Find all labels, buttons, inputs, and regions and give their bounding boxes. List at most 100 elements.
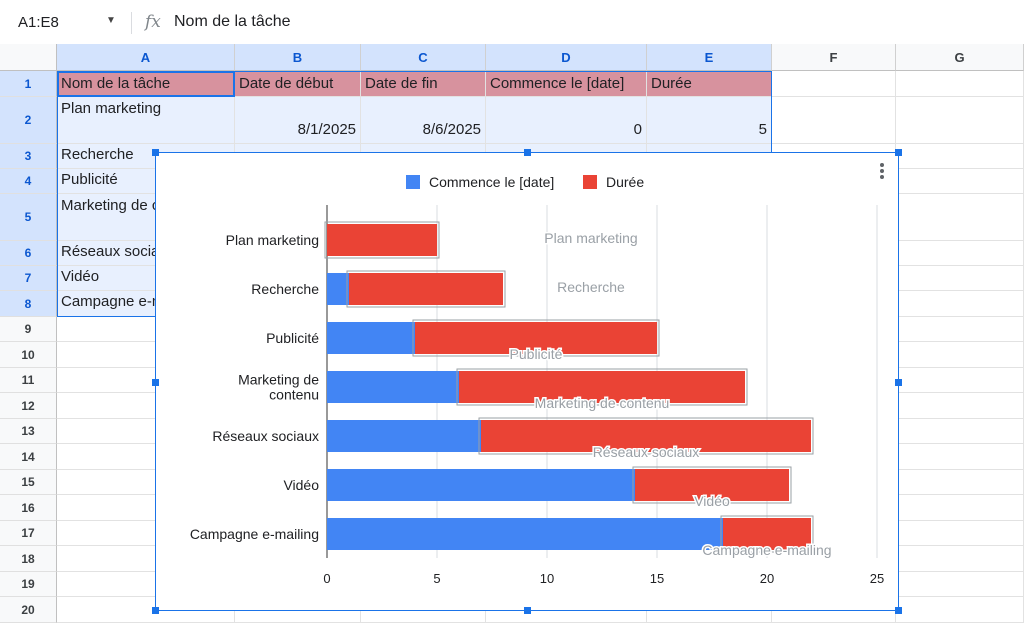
bar-start xyxy=(327,371,459,403)
row-header-11[interactable]: 11 xyxy=(0,368,57,393)
resize-handle[interactable] xyxy=(524,149,531,156)
row-header-5[interactable]: 5 xyxy=(0,194,57,241)
gantt-chart[interactable]: 0 5 10 15 20 25 Commence le [date] Durée Plan ma… xyxy=(152,149,902,614)
category-label: contenu xyxy=(269,387,319,403)
cell-g12[interactable] xyxy=(896,393,1024,419)
x-tick-label: 15 xyxy=(650,571,664,586)
cell-g20[interactable] xyxy=(896,597,1024,623)
data-label-halo: Recherche xyxy=(557,279,625,295)
row-header-20[interactable]: 20 xyxy=(0,597,57,623)
cell-value: Publicité xyxy=(61,171,118,188)
chart-canvas: 0 5 10 15 20 25 Commence le [date] Durée Plan ma… xyxy=(190,174,884,586)
cell-g14[interactable] xyxy=(896,444,1024,470)
column-header-g[interactable]: G xyxy=(896,44,1024,71)
cell-g16[interactable] xyxy=(896,495,1024,521)
cell-g2[interactable] xyxy=(896,97,1024,144)
cell-g6[interactable] xyxy=(896,241,1024,266)
cell-e2[interactable]: 5 xyxy=(647,97,772,144)
resize-handle[interactable] xyxy=(152,149,159,156)
data-label-halo: Marketing de contenu xyxy=(535,395,670,411)
select-all-corner[interactable] xyxy=(0,44,57,71)
cell-f2[interactable] xyxy=(772,97,896,144)
cell-g7[interactable] xyxy=(896,266,1024,291)
cell-g9[interactable] xyxy=(896,317,1024,342)
cell-g11[interactable] xyxy=(896,368,1024,393)
cell-g18[interactable] xyxy=(896,546,1024,572)
fx-icon: fx xyxy=(145,12,161,32)
bar-outline xyxy=(324,221,440,259)
resize-handle[interactable] xyxy=(524,607,531,614)
row-header-2[interactable]: 2 xyxy=(0,97,57,144)
column-header-c[interactable]: C xyxy=(361,44,486,71)
name-box-value: A1:E8 xyxy=(18,14,59,31)
row-header-8[interactable]: 8 xyxy=(0,291,57,317)
cell-d1[interactable]: Commence le [date] xyxy=(486,71,647,97)
cell-d2[interactable]: 0 xyxy=(486,97,647,144)
row-header-17[interactable]: 17 xyxy=(0,521,57,546)
row-header-14[interactable]: 14 xyxy=(0,444,57,470)
resize-handle[interactable] xyxy=(152,379,159,386)
row-header-12[interactable]: 12 xyxy=(0,393,57,419)
bar-outline xyxy=(632,466,792,504)
cell-value: Réseaux sociaux xyxy=(61,243,176,260)
formula-bar: A1:E8 ▼ fx Nom de la tâche xyxy=(0,0,1024,45)
cell-g13[interactable] xyxy=(896,419,1024,444)
cell-g1[interactable] xyxy=(896,71,1024,97)
data-label-halo: Réseaux sociaux xyxy=(593,444,700,460)
row-header-4[interactable]: 4 xyxy=(0,169,57,194)
category-label: Réseaux sociaux xyxy=(212,428,319,444)
cell-b2[interactable]: 8/1/2025 xyxy=(235,97,361,144)
resize-handle[interactable] xyxy=(895,379,902,386)
cell-a2[interactable]: Plan marketing xyxy=(57,97,235,144)
cell-c2[interactable]: 8/6/2025 xyxy=(361,97,486,144)
row-header-19[interactable]: 19 xyxy=(0,572,57,597)
data-label-halo: Publicité xyxy=(510,346,563,362)
row-header-3[interactable]: 3 xyxy=(0,144,57,169)
column-title: Date de début xyxy=(239,75,334,92)
column-header-e[interactable]: E xyxy=(647,44,772,71)
row-header-1[interactable]: 1 xyxy=(0,71,57,97)
resize-handle[interactable] xyxy=(895,149,902,156)
row-header-6[interactable]: 6 xyxy=(0,241,57,266)
cell-value: Plan marketing xyxy=(61,100,162,117)
category-label: Vidéo xyxy=(283,477,319,493)
cell-g19[interactable] xyxy=(896,572,1024,597)
cell-g8[interactable] xyxy=(896,291,1024,317)
row-header-13[interactable]: 13 xyxy=(0,419,57,444)
row-header-15[interactable]: 15 xyxy=(0,470,57,495)
formula-input[interactable]: Nom de la tâche xyxy=(174,13,291,30)
cell-e1[interactable]: Durée xyxy=(647,71,772,97)
cell-f1[interactable] xyxy=(772,71,896,97)
cell-value: 0 xyxy=(633,121,642,138)
cell-g3[interactable] xyxy=(896,144,1024,169)
cell-a1[interactable]: Nom de la tâche xyxy=(57,71,235,97)
bar-outline xyxy=(478,417,814,455)
legend-swatch-start xyxy=(406,175,420,189)
cell-g5[interactable] xyxy=(896,194,1024,241)
bar-outline xyxy=(346,270,506,308)
column-header-b[interactable]: B xyxy=(235,44,361,71)
category-label: Plan marketing xyxy=(226,232,319,248)
more-vert-icon[interactable] xyxy=(877,161,887,183)
cell-g10[interactable] xyxy=(896,342,1024,368)
bar-duration xyxy=(723,518,811,550)
resize-handle[interactable] xyxy=(895,607,902,614)
cell-g15[interactable] xyxy=(896,470,1024,495)
row-header-18[interactable]: 18 xyxy=(0,546,57,572)
column-header-f[interactable]: F xyxy=(772,44,896,71)
cell-b1[interactable]: Date de début xyxy=(235,71,361,97)
row-header-16[interactable]: 16 xyxy=(0,495,57,521)
row-header-9[interactable]: 9 xyxy=(0,317,57,342)
column-header-a[interactable]: A xyxy=(57,44,235,71)
name-box[interactable]: A1:E8 ▼ xyxy=(0,10,130,36)
bar-outline xyxy=(720,515,814,553)
row-header-10[interactable]: 10 xyxy=(0,342,57,368)
cell-g17[interactable] xyxy=(896,521,1024,546)
row-header-7[interactable]: 7 xyxy=(0,266,57,291)
bar-start xyxy=(327,420,481,452)
resize-handle[interactable] xyxy=(152,607,159,614)
column-header-d[interactable]: D xyxy=(486,44,647,71)
cell-c1[interactable]: Date de fin xyxy=(361,71,486,97)
caret-down-icon[interactable]: ▼ xyxy=(106,15,116,26)
cell-g4[interactable] xyxy=(896,169,1024,194)
